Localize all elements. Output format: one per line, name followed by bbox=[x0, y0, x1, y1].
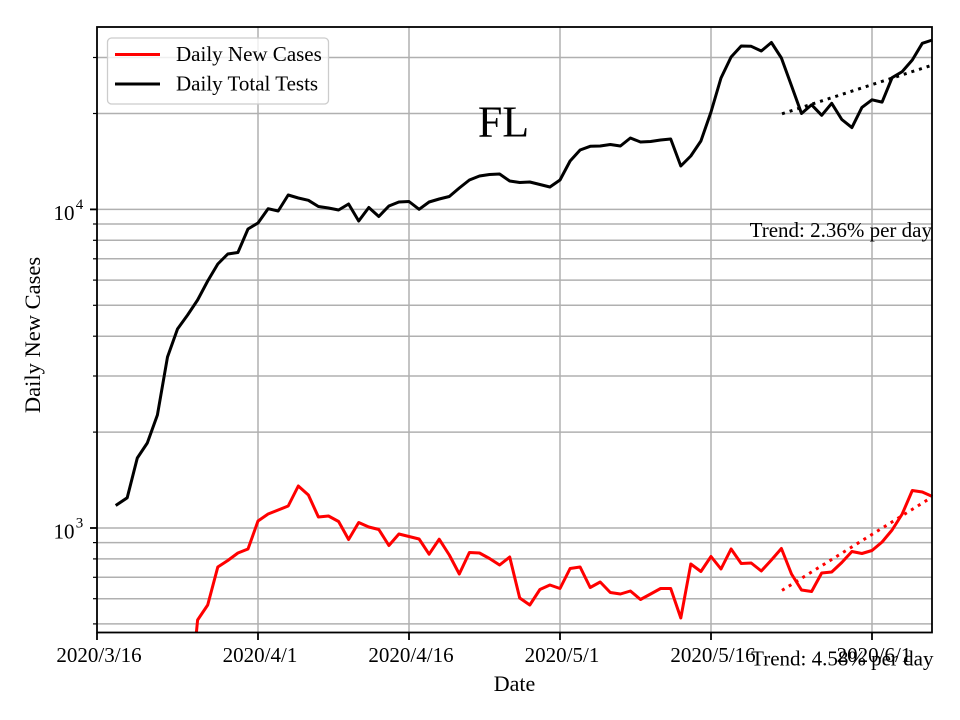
svg-text:2020/4/1: 2020/4/1 bbox=[223, 643, 298, 667]
svg-text:3: 3 bbox=[76, 516, 84, 532]
svg-text:2020/6/1: 2020/6/1 bbox=[837, 643, 912, 667]
svg-text:2020/5/1: 2020/5/1 bbox=[525, 643, 600, 667]
svg-text:10: 10 bbox=[54, 520, 75, 544]
svg-text:4: 4 bbox=[76, 197, 84, 213]
svg-text:FL: FL bbox=[478, 98, 529, 147]
svg-text:2020/3/16: 2020/3/16 bbox=[56, 643, 141, 667]
svg-text:10: 10 bbox=[54, 201, 75, 225]
svg-text:Daily New Cases: Daily New Cases bbox=[176, 42, 322, 66]
svg-text:2020/5/16: 2020/5/16 bbox=[670, 643, 755, 667]
svg-text:Date: Date bbox=[494, 671, 536, 696]
svg-text:Daily New Cases: Daily New Cases bbox=[20, 257, 45, 413]
svg-text:Daily Total Tests: Daily Total Tests bbox=[176, 72, 318, 96]
svg-text:Trend: 2.36% per day: Trend: 2.36% per day bbox=[750, 218, 933, 242]
svg-text:Trend: 4.58% per day: Trend: 4.58% per day bbox=[751, 647, 934, 671]
svg-text:2020/4/16: 2020/4/16 bbox=[368, 643, 453, 667]
